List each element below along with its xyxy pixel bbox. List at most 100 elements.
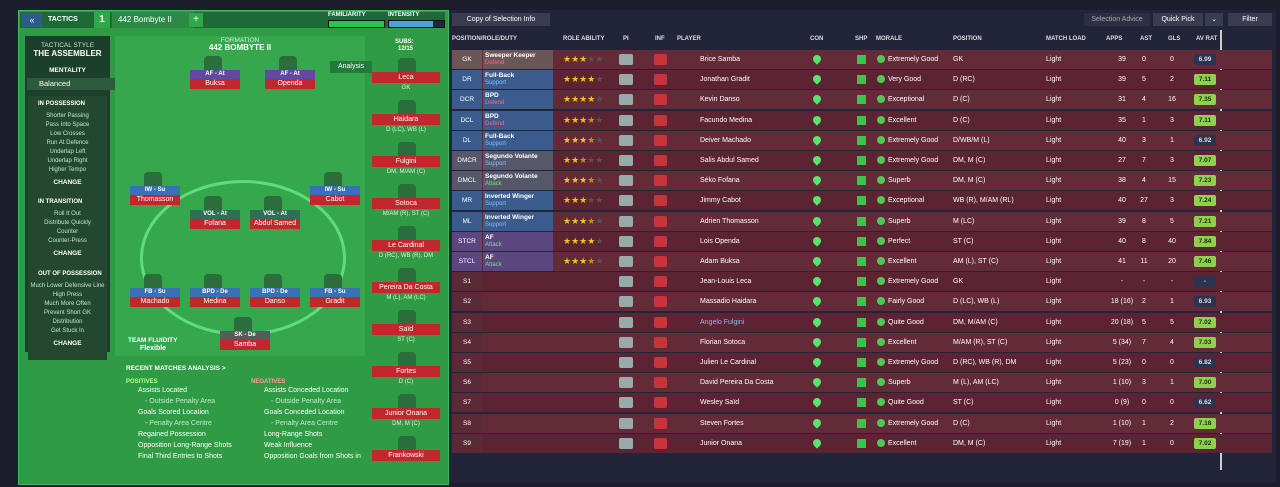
sub-name[interactable]: Leca [372, 72, 440, 83]
change-button[interactable]: CHANGE [53, 340, 82, 347]
match-load: Light [1046, 318, 1062, 326]
player-name[interactable]: Abdul Samed [250, 219, 300, 229]
role-ability: ★★★★★ [563, 74, 604, 85]
column-header[interactable]: SHP [855, 36, 868, 42]
player-name[interactable]: Danso [250, 297, 300, 307]
morale: Excellent [888, 116, 917, 124]
sub-name[interactable]: Fulgini [372, 156, 440, 167]
column-header[interactable]: POSITION [953, 36, 982, 42]
assists: 7 [1142, 338, 1146, 346]
change-button[interactable]: CHANGE [53, 250, 82, 257]
column-header[interactable]: PLAYER [677, 36, 701, 42]
match-load: Light [1046, 419, 1062, 427]
sub-name[interactable]: Frankowski [372, 450, 440, 461]
column-header[interactable]: PI [623, 36, 629, 42]
copy-dropdown[interactable]: Copy of Selection Info [452, 13, 550, 26]
sharpness [857, 418, 866, 428]
player-name[interactable]: Salis Abdul Samed [700, 157, 759, 164]
apps: 40 [1118, 197, 1126, 205]
sharpness [857, 317, 866, 327]
player-name[interactable]: Gradit [310, 297, 360, 307]
add-button[interactable]: + [189, 13, 203, 27]
apps: - [1120, 278, 1124, 286]
player-name[interactable]: Séko Fofana [700, 177, 740, 185]
av-rating: 7.24 [1194, 195, 1216, 207]
player-name[interactable]: Jonathan Gradit [700, 76, 750, 84]
sharpness [857, 55, 866, 64]
sub-name[interactable]: Haidara [372, 114, 440, 125]
player-name[interactable]: Adrien Thomasson [700, 217, 759, 225]
player-name[interactable]: Fofana [190, 219, 240, 229]
pi-icon [619, 417, 633, 429]
player-name[interactable]: Samba [220, 340, 270, 350]
column-header[interactable]: ROLE ABILITY [563, 36, 605, 42]
tactic-name[interactable]: 442 Bombyte II [112, 12, 193, 28]
advice-button[interactable]: Selection Advice [1084, 13, 1150, 26]
change-button[interactable]: CHANGE [53, 179, 82, 186]
player-name[interactable]: David Pereira Da Costa [700, 379, 774, 387]
quick-pick[interactable]: Quick Pick [1153, 13, 1203, 26]
formation-name[interactable]: 442 BOMBYTE II [208, 43, 272, 52]
mentality[interactable]: Balanced [27, 78, 119, 90]
player-role: VOL - At [190, 210, 240, 219]
column-header[interactable]: GLS [1168, 36, 1181, 42]
column-header[interactable]: AV RAT [1196, 36, 1218, 42]
column-header[interactable]: POSITION/ROLE/DUTY [452, 36, 518, 42]
formation-label: FORMATION [220, 37, 260, 44]
column-header[interactable]: CON [810, 36, 824, 42]
player-role: AF - At [265, 70, 315, 79]
positions: D (RC), WB (R), DM [953, 359, 1017, 366]
sub-name[interactable]: Saïd [372, 324, 440, 335]
goals: 3 [1170, 157, 1174, 164]
column-header[interactable]: INF [655, 36, 665, 42]
match-load: Light [1046, 197, 1062, 205]
player-name[interactable]: Cabot [310, 195, 360, 205]
analysis-button[interactable]: Analysis [330, 61, 372, 73]
sub-name[interactable]: Pereira Da Costa [372, 282, 440, 293]
player-shirt [264, 196, 282, 210]
quick-pick-menu[interactable]: ⌄ [1205, 13, 1223, 26]
player-name[interactable]: Machado [130, 297, 180, 307]
player-name[interactable]: Junior Onana [700, 439, 743, 447]
player-name[interactable]: Julien Le Cardinal [700, 359, 757, 366]
player-name[interactable]: Lois Openda [700, 237, 740, 245]
av-rating: 7.11 [1194, 114, 1216, 126]
morale: Excellent [888, 338, 917, 346]
player-name[interactable]: Massadio Haidara [700, 298, 757, 306]
player-name[interactable]: Brice Samba [700, 56, 741, 63]
player-name[interactable]: Jimmy Cabot [700, 197, 741, 205]
player-name[interactable]: Florian Sotoca [700, 338, 746, 346]
match-load: Light [1046, 56, 1062, 63]
player-name[interactable]: Kevin Danso [700, 96, 740, 104]
player-name[interactable]: Facundo Medina [700, 116, 753, 124]
morale-dot [877, 55, 885, 63]
player-name[interactable]: Deiver Machado [700, 136, 751, 144]
morale: Quite Good [888, 318, 924, 326]
player-name[interactable]: Openda [265, 79, 315, 89]
sub-name[interactable]: Fortes [372, 366, 440, 377]
player-name[interactable]: Adam Buksa [700, 258, 740, 265]
morale: Exceptional [888, 197, 925, 205]
column-header[interactable]: MORALE [876, 36, 902, 42]
column-header[interactable]: AST [1140, 36, 1152, 42]
sub-name[interactable]: Sotoca [372, 198, 440, 209]
player-name[interactable]: Medina [190, 297, 240, 307]
player-name[interactable]: Wesley Saïd [700, 399, 740, 407]
av-rating: 7.35 [1194, 94, 1216, 106]
player-name[interactable]: Buksa [190, 79, 240, 89]
section-title: OUT OF POSSESSION [38, 271, 102, 277]
player-name[interactable]: Jean-Louis Leca [700, 278, 752, 286]
column-header[interactable]: APPS [1106, 36, 1123, 42]
back-button[interactable]: « [22, 13, 42, 27]
filter-button[interactable]: Filter [1228, 13, 1272, 26]
sub-name[interactable]: Junior Onana [372, 408, 440, 419]
column-header[interactable]: MATCH LOAD [1046, 36, 1086, 42]
player-name[interactable]: Thomasson [130, 195, 180, 205]
slot-number[interactable]: 1 [94, 12, 110, 28]
player-name[interactable]: Angelo Fulgini [700, 318, 745, 326]
analysis-title[interactable]: RECENT MATCHES ANALYSIS > [126, 365, 226, 372]
subs-count: 12/15 [398, 46, 414, 52]
sub-position: M/AM (R), ST (C) [382, 211, 430, 217]
sub-name[interactable]: Le Cardinal [372, 240, 440, 251]
player-name[interactable]: Steven Fortes [700, 419, 744, 427]
